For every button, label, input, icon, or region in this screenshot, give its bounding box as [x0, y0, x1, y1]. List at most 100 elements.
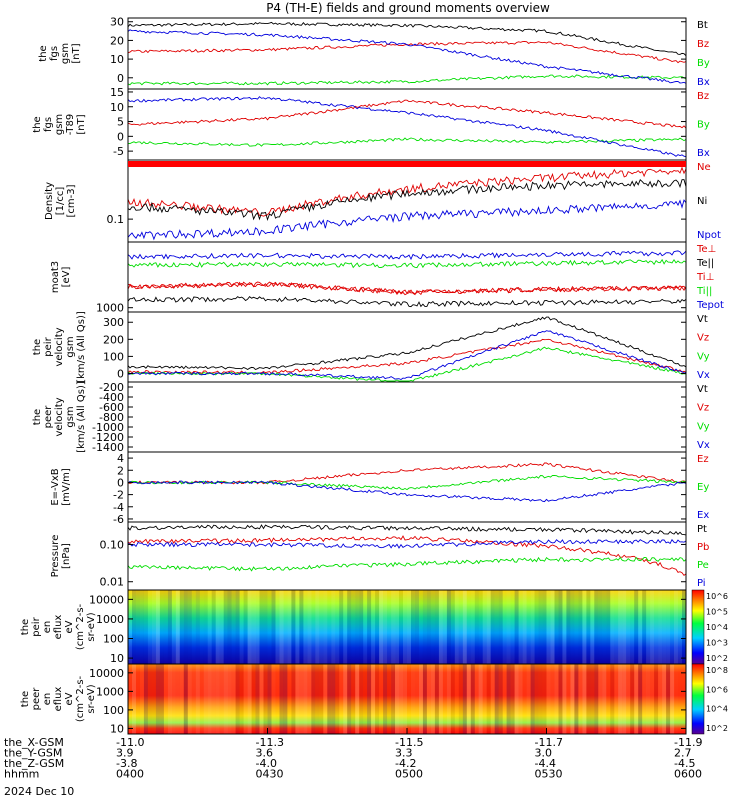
legend-Bx: Bx — [697, 77, 710, 88]
panel-frame — [127, 521, 687, 591]
series-line-Pb — [127, 535, 687, 577]
spectrogram-stripe — [570, 590, 575, 664]
spectrogram-stripe — [578, 590, 583, 664]
spectrogram-stripe — [215, 590, 220, 664]
y-axis-label: [nT] — [76, 114, 87, 134]
spectrogram-stripe — [486, 590, 491, 664]
legend-Bx: Bx — [697, 148, 710, 159]
spectrogram-stripe — [283, 664, 288, 734]
panel-1: Bz By Bx 15 10 50 -5 the fgs gsm -T89 [nT] — [32, 86, 710, 161]
series-line-Vx — [128, 330, 687, 381]
legend-Bt: Bt — [697, 20, 708, 31]
spectrogram-stripe — [243, 664, 248, 734]
spectrogram-stripe — [582, 590, 587, 664]
spectrogram-stripe — [151, 590, 156, 664]
time-axis-value: 0400 — [116, 768, 144, 781]
series-line-By — [127, 137, 687, 147]
spectrogram-stripe — [574, 664, 579, 734]
y-tick-label: 2 — [117, 464, 124, 477]
spectrogram-stripe — [391, 590, 396, 664]
legend-Bz: Bz — [697, 39, 709, 50]
spectrogram-stripe — [323, 664, 328, 734]
spectrogram-stripe — [458, 590, 463, 664]
spectrogram-stripe — [191, 590, 196, 664]
spectrogram-stripe — [678, 664, 682, 734]
spectrogram-stripe — [275, 664, 280, 734]
spectrogram-stripe — [395, 664, 399, 734]
spectrogram-stripe — [132, 664, 136, 734]
spectrogram-8 — [128, 590, 686, 664]
y-axis-label: en — [42, 621, 53, 634]
y-tick-label: -1200 — [92, 431, 124, 444]
series-line-Bt — [127, 21, 687, 57]
spectrogram-stripe — [147, 590, 152, 664]
spectrogram-stripe — [179, 590, 184, 664]
legend-Ti⊥: Ti⊥ — [696, 272, 714, 283]
legend-By: By — [697, 120, 710, 131]
spectrogram-stripe — [399, 590, 403, 664]
time-axis-value: 0500 — [395, 768, 423, 781]
y-tick-label: 0 — [117, 72, 124, 85]
y-axis-label: the — [32, 339, 43, 355]
spectrogram-stripe — [319, 664, 324, 734]
y-axis-label: -T89 — [65, 114, 76, 136]
y-axis-label: peir — [43, 336, 54, 356]
spectrogram-stripe — [136, 590, 140, 664]
y-axis-label: en — [42, 693, 53, 706]
spectrogram-stripe — [171, 590, 176, 664]
spectrogram-stripe — [466, 590, 471, 664]
spectrogram-stripe — [255, 664, 260, 734]
spectrogram-stripe — [642, 590, 647, 664]
spectrogram-stripe — [307, 664, 312, 734]
time-axis-row-label: the_Y-GSM — [4, 747, 62, 760]
spectrogram-stripe — [203, 664, 208, 734]
spectrogram-stripe — [239, 664, 244, 734]
spectrogram-stripe — [399, 664, 403, 734]
y-tick-label: 0 — [117, 130, 124, 143]
spectrogram-stripe — [371, 590, 376, 664]
series-line-Pi — [127, 538, 687, 549]
panel-0: Bt Bz By Bx 30 20 10 0 the fgs gsm [nT] — [38, 16, 710, 90]
spectrogram-stripe — [163, 664, 168, 734]
spectrogram-stripe — [498, 664, 503, 734]
spectrogram-stripe — [327, 590, 332, 664]
colorbar-9 — [691, 663, 705, 735]
time-axis-value: 3.3 — [395, 747, 413, 760]
spectrogram-stripe — [275, 590, 280, 664]
panel-frame — [127, 88, 687, 161]
spectrogram-stripe — [618, 664, 623, 734]
spectrogram-stripe — [223, 664, 228, 734]
legend-Vt: Vt — [697, 314, 708, 325]
spectrogram-stripe — [227, 590, 232, 664]
spectrogram-stripe — [466, 664, 471, 734]
spectrogram-stripe — [247, 590, 252, 664]
spectrogram-stripe — [223, 590, 228, 664]
y-axis-label: peer — [31, 687, 42, 711]
spectrogram-stripe — [426, 664, 431, 734]
spectrogram-stripe — [458, 664, 463, 734]
spectrogram-stripe — [490, 590, 495, 664]
spectrogram-stripe — [363, 590, 368, 664]
spectrogram-stripe — [450, 664, 455, 734]
spectrogram-stripe — [438, 590, 443, 664]
spectrogram-stripe — [303, 664, 308, 734]
spectrogram-stripe — [430, 664, 435, 734]
series-line-Te|| — [127, 295, 687, 308]
spectrogram-stripe — [255, 590, 260, 664]
spectrogram-stripe — [411, 664, 415, 734]
y-axis-label: [nT] — [71, 43, 82, 63]
spectrogram-stripe — [446, 590, 451, 664]
y-tick-label: -1000 — [92, 421, 124, 434]
spectrogram-stripe — [506, 664, 511, 734]
spectrogram-stripe — [315, 590, 320, 664]
spectrogram-stripe — [175, 664, 180, 734]
spectrogram-stripe — [331, 664, 336, 734]
y-tick-label: 10 — [110, 652, 124, 665]
spectrogram-stripe — [147, 664, 152, 734]
spectrogram-stripe — [522, 664, 527, 734]
spectrogram-stripe — [335, 590, 340, 664]
spectrogram-stripe — [506, 590, 511, 664]
spectrogram-stripe — [422, 664, 427, 734]
spectrogram-stripe — [347, 664, 352, 734]
spectrogram-stripe — [498, 590, 503, 664]
